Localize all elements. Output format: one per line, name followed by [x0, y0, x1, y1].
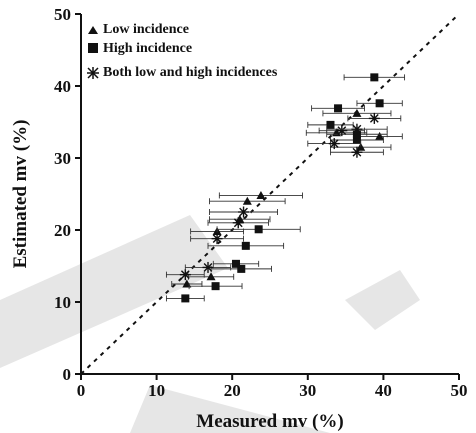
asterisk-point [368, 112, 380, 124]
asterisk-point [232, 217, 244, 229]
asterisk-stroke [369, 114, 379, 123]
asterisk-point [179, 269, 191, 281]
y-tick-label: 50 [54, 5, 71, 24]
legend: Low incidence High incidence Both low an… [87, 22, 278, 80]
square-point [254, 225, 263, 234]
square-marker-icon [88, 43, 98, 53]
y-tick-label: 0 [63, 365, 72, 384]
legend-item-low-incidence: Low incidence [88, 22, 189, 37]
square-point [370, 73, 379, 82]
asterisk-stroke [337, 126, 347, 136]
square-point [375, 99, 384, 108]
triangle-point [206, 272, 216, 281]
y-tick-label: 20 [54, 221, 71, 240]
triangle-point [242, 196, 252, 205]
asterisk-stroke [203, 263, 213, 272]
square-point [181, 294, 190, 303]
asterisk-point [336, 125, 348, 137]
asterisk-point [351, 146, 363, 158]
asterisk-point [351, 123, 363, 135]
watermark [0, 215, 420, 433]
x-tick-label: 30 [299, 381, 316, 400]
square-point [334, 104, 343, 113]
square-point [241, 241, 250, 250]
asterisk-stroke [212, 234, 222, 244]
legend-item-both-incidences: Both low and high incidences [87, 65, 278, 80]
legend-label-low-incidence: Low incidence [103, 22, 189, 37]
asterisk-stroke [352, 147, 362, 157]
triangle-point [235, 214, 245, 223]
square-point [326, 120, 335, 129]
y-tick-label: 10 [54, 293, 71, 312]
asterisk-stroke [180, 270, 190, 280]
y-tick-label: 30 [54, 149, 71, 168]
triangle-point [356, 142, 366, 151]
y-tick-label: 40 [54, 77, 71, 96]
asterisk-stroke [233, 218, 243, 228]
legend-label-both-incidences: Both low and high incidences [103, 65, 278, 80]
legend-label-high-incidence: High incidence [103, 41, 192, 56]
y-axis-label: Estimated mv (%) [10, 120, 31, 269]
x-tick-label: 40 [375, 381, 392, 400]
square-point [352, 136, 361, 144]
square-point [231, 259, 240, 268]
triangle-point [375, 131, 385, 140]
asterisk-point [328, 138, 340, 150]
x-tick-label: 50 [451, 381, 468, 400]
axes [80, 14, 459, 375]
triangle-point [256, 190, 266, 199]
x-tick-label: 0 [77, 381, 86, 400]
asterisk-stroke [239, 207, 248, 217]
asterisk-marker-stroke [87, 67, 99, 79]
asterisk-point [202, 261, 214, 273]
asterisk-point [211, 233, 223, 245]
legend-item-high-incidence: High incidence [88, 41, 192, 56]
ticks: 0 10 20 30 40 50 0 10 20 30 40 50 [54, 5, 468, 400]
asterisk-stroke [352, 124, 362, 134]
asterisk-stroke [329, 139, 339, 148]
one-to-one-reference-line [80, 13, 460, 375]
square-point [211, 282, 220, 291]
triangle-point [352, 108, 362, 117]
triangle-marker-icon [88, 26, 98, 34]
x-tick-label: 20 [224, 381, 241, 400]
square-point [237, 264, 246, 273]
data-marks [165, 73, 406, 303]
x-axis-label: Measured mv (%) [196, 411, 343, 432]
x-tick-label: 10 [148, 381, 165, 400]
asterisk-point [238, 206, 250, 218]
series-2 [165, 112, 402, 281]
